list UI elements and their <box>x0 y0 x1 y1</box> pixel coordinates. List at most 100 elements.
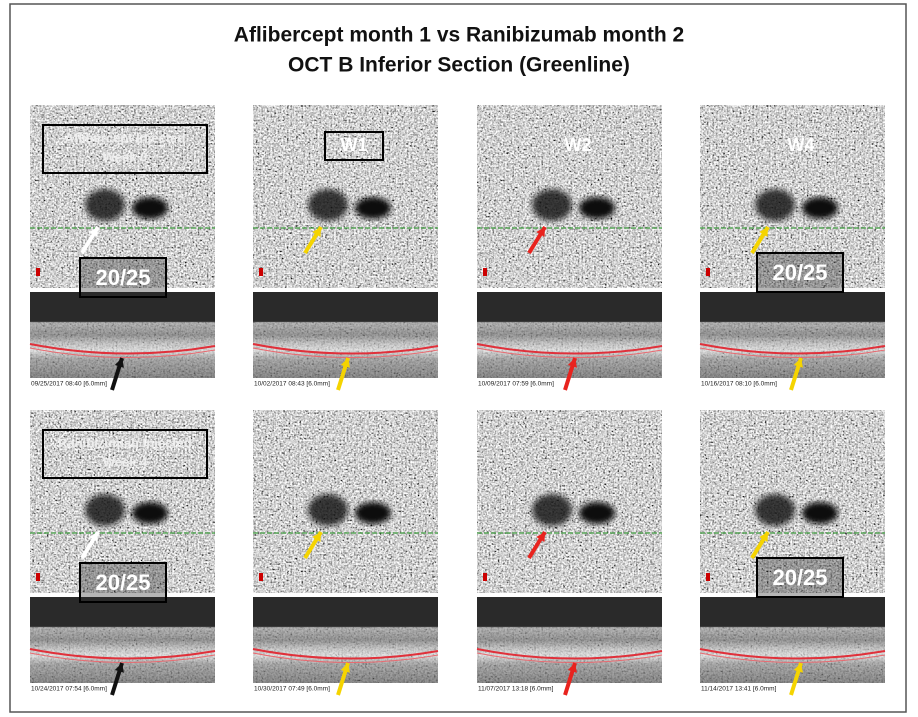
label-text: W2 <box>565 135 592 155</box>
scale-marker <box>259 268 263 276</box>
scale-marker <box>36 573 40 581</box>
arrow-head <box>567 358 577 368</box>
label-box <box>42 429 208 479</box>
arrow <box>110 357 124 391</box>
fovea <box>802 197 838 219</box>
arrow <box>789 357 803 391</box>
arrow-head <box>114 663 124 673</box>
label-text: Week 4 <box>103 454 148 469</box>
arrow <box>750 225 770 255</box>
acuity-box <box>79 257 167 298</box>
arrow-head <box>793 663 803 673</box>
en-face-image <box>253 410 438 593</box>
arrow-head <box>536 227 545 237</box>
lesion <box>85 189 125 221</box>
scale-marker <box>706 573 710 581</box>
rpe-line <box>476 652 663 663</box>
acuity-text: 20/25 <box>95 265 150 290</box>
lesion <box>532 494 572 526</box>
timestamp: 10/24/2017 07:54 [6.0mm] <box>31 686 107 693</box>
rpe-line <box>29 648 216 660</box>
arrow <box>336 662 350 696</box>
arrow-head <box>759 227 768 237</box>
lesion <box>532 189 572 221</box>
arrow <box>80 530 100 560</box>
arrow <box>789 662 803 696</box>
arrow <box>336 357 350 391</box>
arrow <box>527 530 547 560</box>
subtitle: OCT B Inferior Section (Greenline) <box>288 54 630 77</box>
timestamp: 10/30/2017 07:49 [6.0mm] <box>254 686 330 693</box>
arrow <box>563 662 577 696</box>
fovea <box>802 502 838 524</box>
rpe-line <box>476 347 663 358</box>
fovea <box>579 502 615 524</box>
arrow <box>750 530 770 560</box>
acuity-text: 20/25 <box>772 565 827 590</box>
arrow-head <box>114 358 124 368</box>
rpe-line <box>252 652 439 663</box>
en-face-image <box>477 410 662 593</box>
arrow-head <box>759 532 768 542</box>
fovea <box>355 502 391 524</box>
rpe-line <box>252 343 439 355</box>
arrow-head <box>793 358 803 368</box>
label-box <box>42 124 208 174</box>
rpe-line <box>29 343 216 355</box>
scale-marker <box>483 268 487 276</box>
lesion <box>308 189 348 221</box>
timestamp: 10/09/2017 07:59 [6.0mm] <box>478 381 554 388</box>
rpe-line <box>699 652 886 663</box>
arrow-head <box>340 663 350 673</box>
arrow <box>80 225 100 255</box>
label-text: Aflibercept Injected <box>65 130 186 145</box>
timestamp: 11/07/2017 13:18 [6.0mm] <box>478 686 554 693</box>
rpe-line <box>476 648 663 660</box>
acuity-box <box>756 557 844 598</box>
rpe-line <box>29 347 216 358</box>
en-face-image <box>477 105 662 288</box>
scale-marker <box>483 573 487 581</box>
label-text: W1 <box>341 135 368 155</box>
en-face-image <box>700 410 885 593</box>
scale-marker <box>36 268 40 276</box>
arrow-head <box>312 532 321 542</box>
label-text: W4 <box>788 135 815 155</box>
rpe-line <box>699 648 886 660</box>
acuity-box <box>756 252 844 293</box>
arrow-head <box>312 227 321 237</box>
arrow-head <box>340 358 350 368</box>
scale-marker <box>259 573 263 581</box>
arrow-head <box>567 663 577 673</box>
label-box <box>324 131 384 161</box>
arrow <box>563 357 577 391</box>
rpe-line <box>29 652 216 663</box>
lesion <box>755 494 795 526</box>
rpe-line <box>476 343 663 355</box>
acuity-text: 20/25 <box>95 570 150 595</box>
rpe-line <box>699 347 886 358</box>
title: Aflibercept month 1 vs Ranibizumab month… <box>234 24 684 47</box>
acuity-box <box>79 562 167 603</box>
en-face-image <box>700 105 885 288</box>
arrow-head <box>89 227 98 237</box>
label-text: Week 0 <box>103 149 148 164</box>
lesion <box>755 189 795 221</box>
scale-marker <box>706 268 710 276</box>
lesion <box>85 494 125 526</box>
arrow <box>303 225 323 255</box>
lesion <box>308 494 348 526</box>
rpe-line <box>252 347 439 358</box>
rpe-line <box>699 343 886 355</box>
fovea <box>579 197 615 219</box>
timestamp: 09/25/2017 08:40 [6.0mm] <box>31 381 107 388</box>
fovea <box>132 502 168 524</box>
arrow-head <box>89 532 98 542</box>
arrow <box>303 530 323 560</box>
arrow <box>110 662 124 696</box>
timestamp: 10/02/2017 08:43 [6.0mm] <box>254 381 330 388</box>
timestamp: 10/16/2017 08:10 [6.0mm] <box>701 381 777 388</box>
arrow-head <box>536 532 545 542</box>
acuity-text: 20/25 <box>772 260 827 285</box>
